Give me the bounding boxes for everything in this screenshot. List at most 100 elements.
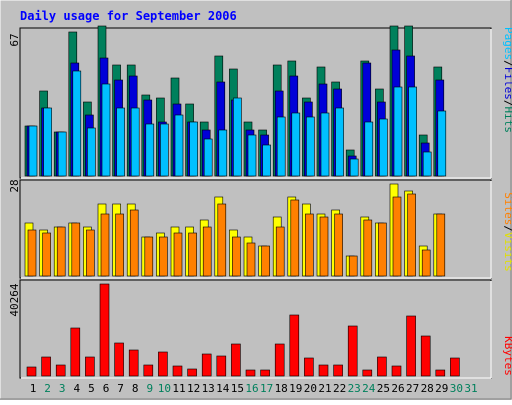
- sites-bar: [232, 236, 241, 277]
- pages-bar: [87, 127, 96, 177]
- day-label: 22: [333, 382, 346, 395]
- day-label: 3: [59, 382, 66, 395]
- sites-bar: [392, 196, 402, 277]
- day-label: 24: [362, 382, 376, 395]
- sites-bar: [202, 226, 212, 277]
- day-label: 11: [172, 382, 185, 395]
- day-label: 27: [406, 382, 419, 395]
- pages-bar: [379, 118, 388, 177]
- day-label: 14: [216, 382, 230, 395]
- sites-bar: [115, 213, 124, 277]
- pages-bar: [364, 121, 374, 177]
- kbytes-bar: [55, 364, 66, 377]
- kbytes-bar: [420, 335, 431, 377]
- sites-bar: [42, 232, 51, 277]
- sites-bar: [305, 213, 314, 277]
- sites-bar: [261, 245, 270, 277]
- kbytes-bar: [377, 356, 387, 377]
- sites-bar: [334, 213, 343, 277]
- kbytes-bar: [260, 369, 270, 377]
- sites-bar: [56, 226, 66, 277]
- pages-bar: [130, 107, 140, 177]
- sites-bar: [173, 232, 183, 277]
- day-label: 7: [117, 382, 124, 395]
- kbytes-bar: [347, 325, 358, 377]
- kbytes-bar: [187, 368, 197, 377]
- kbytes-bar: [216, 355, 227, 377]
- day-label: 15: [231, 382, 244, 395]
- legend-visits: Visits: [502, 232, 512, 272]
- day-label: 13: [202, 382, 215, 395]
- pages-bar: [116, 107, 125, 177]
- pages-bar: [203, 138, 213, 177]
- pages-bar: [393, 86, 403, 177]
- sites-bar: [436, 213, 446, 277]
- pages-bar: [218, 129, 228, 177]
- day-label: 10: [158, 382, 171, 395]
- kbytes-bar: [245, 369, 256, 377]
- sites-bar: [246, 242, 256, 277]
- sites-bar: [348, 255, 358, 277]
- pages-bar: [28, 125, 38, 177]
- pages-bar: [43, 107, 52, 177]
- kbytes-bar: [435, 369, 446, 377]
- kbytes-bar: [304, 357, 314, 377]
- day-label: 16: [245, 382, 258, 395]
- day-label: 31: [464, 382, 477, 395]
- day-label: 18: [275, 382, 288, 395]
- kbytes-bar: [362, 369, 373, 377]
- day-label: 29: [435, 382, 448, 395]
- kbytes-bar: [128, 349, 139, 377]
- legend-hits-files-pages: Pages/Files/Hits: [502, 27, 512, 133]
- sites-bar: [159, 236, 168, 277]
- day-label: 6: [103, 382, 110, 395]
- day-label: 17: [260, 382, 273, 395]
- y-max-label: 40264: [8, 283, 21, 316]
- kbytes-bar: [201, 353, 212, 377]
- pages-bar: [422, 151, 432, 177]
- kbytes-bar: [70, 327, 81, 377]
- kbytes-bar: [41, 356, 51, 377]
- day-label: 23: [348, 382, 361, 395]
- pages-bar: [189, 121, 198, 177]
- kbytes-bar: [406, 315, 416, 377]
- legend-files: Files: [502, 67, 512, 100]
- legend-sites: Sites: [502, 192, 512, 225]
- day-label: 21: [318, 382, 331, 395]
- pages-bar: [335, 107, 344, 177]
- kbytes-bar: [158, 351, 168, 377]
- pages-bar: [233, 97, 242, 177]
- pages-bar: [145, 123, 155, 177]
- legend-pages: Pages: [502, 27, 512, 60]
- sites-bar: [275, 226, 285, 277]
- day-label: 2: [44, 382, 51, 395]
- pages-bar: [247, 134, 257, 177]
- hits-files-pages-bars: [24, 25, 447, 177]
- day-label: 5: [88, 382, 95, 395]
- kbytes-bar: [85, 356, 95, 377]
- day-label: 25: [377, 382, 390, 395]
- sites-bar: [378, 222, 387, 277]
- pages-bar: [291, 112, 301, 177]
- pages-bar: [101, 83, 111, 177]
- kbytes-bar: [114, 342, 124, 377]
- legend-hits: Hits: [502, 107, 512, 134]
- day-label: 4: [73, 382, 80, 395]
- pages-bar: [306, 116, 315, 177]
- pages-bar: [276, 116, 286, 177]
- pages-bar: [57, 131, 67, 177]
- day-label: 8: [132, 382, 139, 395]
- kbytes-bar: [26, 366, 37, 377]
- day-labels: 1 2 3 4 5 6 7 8 9 10 11 12 13 14 15 16 17 18 19 20 21 22 23 24 2…: [30, 382, 478, 395]
- kbytes-panel: 40264 KBytes: [8, 279, 512, 379]
- legend-kbytes: KBytes: [502, 336, 512, 376]
- pages-bar: [437, 110, 447, 177]
- sites-bar: [217, 203, 227, 277]
- pages-bar: [320, 112, 330, 177]
- day-label: 9: [146, 382, 153, 395]
- kbytes-bar: [99, 283, 110, 377]
- kbytes-bar: [391, 365, 402, 377]
